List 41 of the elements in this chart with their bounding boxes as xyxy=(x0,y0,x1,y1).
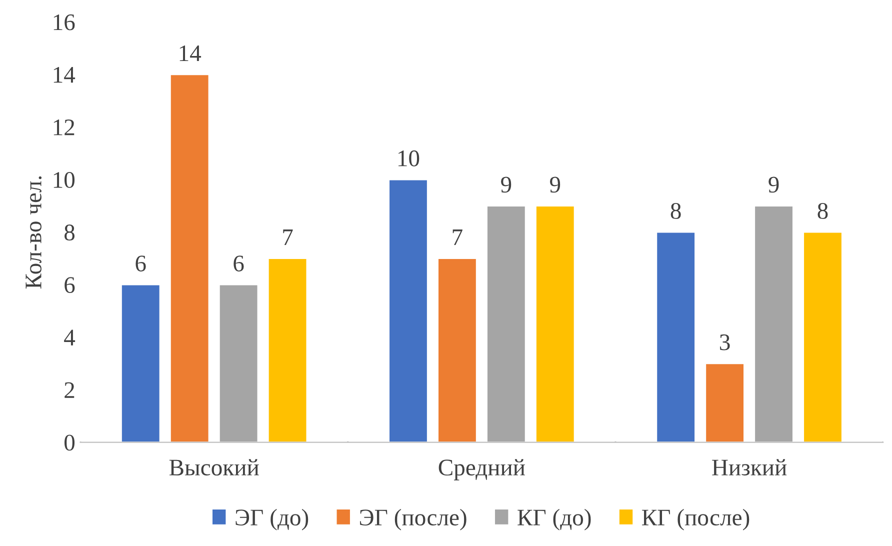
bar xyxy=(704,362,745,442)
bar xyxy=(754,205,794,442)
bar xyxy=(120,284,161,442)
data-label: 9 xyxy=(768,176,779,193)
bar xyxy=(170,74,210,442)
bar xyxy=(535,205,576,442)
x-tick-label: Средний xyxy=(438,459,525,480)
y-tick-label: 2 xyxy=(64,382,74,398)
y-tick-label: 4 xyxy=(64,330,76,346)
data-label: 3 xyxy=(720,334,730,350)
bar xyxy=(486,205,526,442)
y-tick-label: 6 xyxy=(64,277,75,294)
data-label: 9 xyxy=(501,176,512,193)
data-label: 6 xyxy=(234,256,244,272)
legend-label: КГ (до) xyxy=(518,508,591,530)
y-tick-label: 12 xyxy=(54,120,74,136)
bar xyxy=(437,258,478,442)
data-label: 9 xyxy=(550,176,560,193)
x-tick-label: Высокий xyxy=(169,459,259,476)
y-tick-label: 0 xyxy=(64,434,75,451)
bar xyxy=(267,258,308,442)
bar xyxy=(388,178,428,442)
legend-label: ЭГ (до) xyxy=(236,508,308,530)
bar xyxy=(656,231,696,442)
legend-label: ЭГ (после) xyxy=(360,508,466,530)
y-tick-label: 10 xyxy=(54,172,75,188)
data-label: 8 xyxy=(818,202,828,219)
y-tick-label: 16 xyxy=(54,14,75,30)
data-label: 14 xyxy=(180,45,202,62)
legend-label: КГ (после) xyxy=(642,508,750,530)
y-tick-label: 8 xyxy=(64,224,75,240)
data-label: 7 xyxy=(452,230,462,245)
y-axis-title: Кол-во чел. xyxy=(26,176,42,289)
data-label: 8 xyxy=(670,202,681,219)
y-tick-label: 14 xyxy=(54,66,76,83)
x-tick-label: Низкий xyxy=(712,459,787,476)
data-label: 7 xyxy=(283,230,293,245)
data-label: 6 xyxy=(136,256,146,272)
bar xyxy=(218,284,259,442)
data-label: 10 xyxy=(398,150,420,166)
bar xyxy=(802,231,843,442)
